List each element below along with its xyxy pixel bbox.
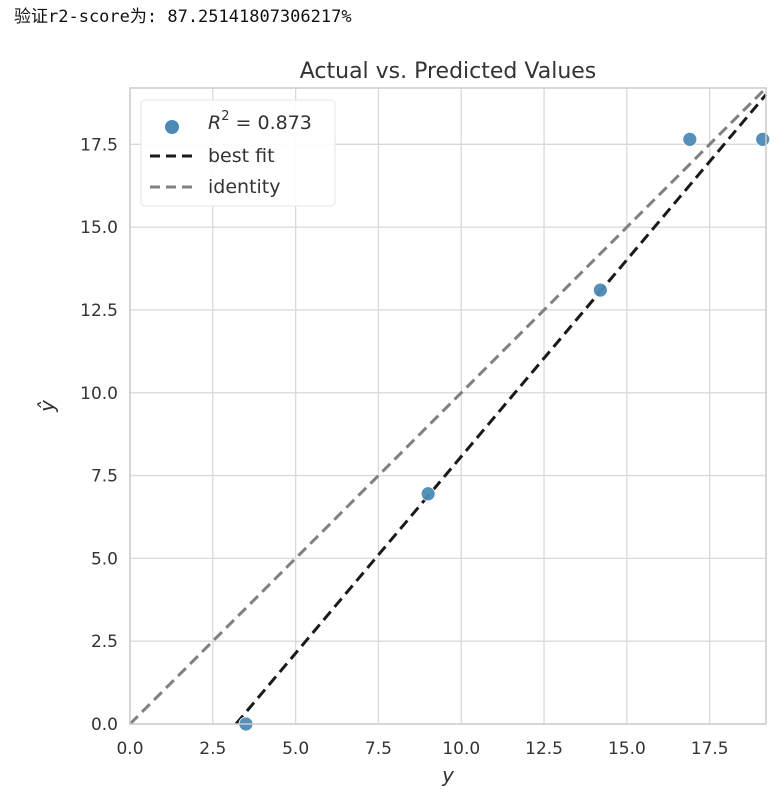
data-point bbox=[420, 486, 436, 502]
x-tick-label: 12.5 bbox=[525, 739, 563, 759]
reference-lines bbox=[128, 86, 768, 726]
x-tick-label: 15.0 bbox=[608, 739, 646, 759]
legend-r2-symbol: R bbox=[208, 112, 221, 134]
data-point bbox=[755, 131, 771, 147]
chart-title: Actual vs. Predicted Values bbox=[300, 59, 597, 84]
y-axis-label: ŷ bbox=[35, 399, 59, 413]
legend-r2-label: R2 = 0.873 bbox=[208, 109, 312, 134]
y-tick-label: 12.5 bbox=[80, 301, 118, 321]
x-tick-label: 5.0 bbox=[282, 739, 309, 759]
y-tick-labels: 0.0 2.5 5.0 7.5 10.0 12.5 15.0 17.5 bbox=[80, 135, 118, 735]
x-tick-labels: 0.0 2.5 5.0 7.5 10.0 12.5 15.0 17.5 bbox=[116, 739, 728, 759]
data-point bbox=[592, 282, 608, 298]
data-point bbox=[682, 131, 698, 147]
x-tick-label: 0.0 bbox=[116, 739, 143, 759]
y-tick-label: 5.0 bbox=[91, 549, 118, 569]
grid-lines bbox=[129, 88, 766, 725]
y-tick-label: 10.0 bbox=[80, 384, 118, 404]
x-tick-label: 7.5 bbox=[365, 739, 392, 759]
x-axis-label: y bbox=[441, 763, 455, 787]
y-tick-label: 17.5 bbox=[80, 135, 118, 155]
x-tick-label: 17.5 bbox=[691, 739, 729, 759]
x-tick-label: 2.5 bbox=[199, 739, 226, 759]
y-tick-label: 2.5 bbox=[91, 632, 118, 652]
r2-score-output: 验证r2-score为: 87.25141807306217% bbox=[14, 7, 352, 27]
legend: R2 = 0.873 best fit identity bbox=[140, 99, 336, 207]
best-fit-line bbox=[234, 93, 768, 725]
y-tick-label: 0.0 bbox=[91, 715, 118, 735]
legend-r2-superscript: 2 bbox=[221, 109, 229, 124]
y-tick-label: 15.0 bbox=[80, 218, 118, 238]
legend-box bbox=[140, 99, 336, 207]
legend-identity-label: identity bbox=[208, 176, 281, 198]
legend-r2-value: = 0.873 bbox=[229, 112, 311, 134]
x-tick-label: 10.0 bbox=[442, 739, 480, 759]
legend-points-marker bbox=[165, 120, 179, 134]
y-tick-label: 7.5 bbox=[91, 467, 118, 487]
identity-line bbox=[128, 86, 768, 726]
plot-frame bbox=[129, 87, 767, 725]
legend-best-fit-label: best fit bbox=[208, 145, 275, 167]
